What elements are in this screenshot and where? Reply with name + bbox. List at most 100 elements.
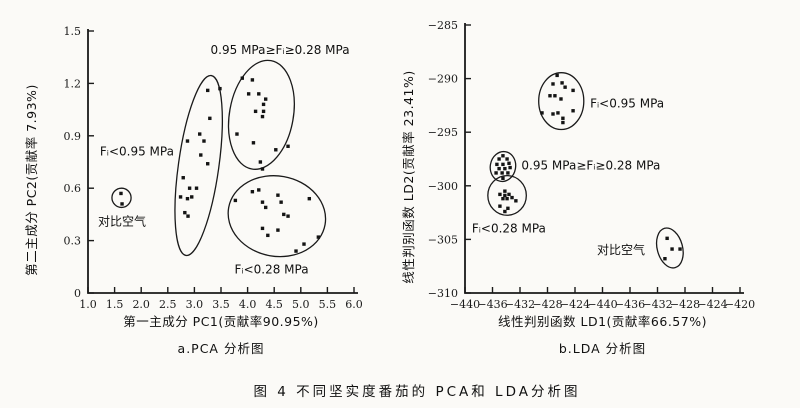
data-point xyxy=(250,78,255,82)
data-point xyxy=(202,139,206,143)
data-point xyxy=(501,162,505,167)
x-tick-label: −420 xyxy=(725,298,755,311)
data-point xyxy=(246,92,251,96)
data-point xyxy=(505,196,509,201)
cluster-ellipse-firmness-mid-range xyxy=(227,59,295,170)
data-point xyxy=(561,116,565,120)
data-point xyxy=(559,97,563,101)
data-point xyxy=(185,196,190,201)
data-point xyxy=(206,88,210,93)
data-point xyxy=(571,109,575,113)
cluster-ellipse-firmness-lt-0.28MPa xyxy=(487,174,527,216)
data-point xyxy=(510,195,514,200)
x-tick-label: 1.5 xyxy=(106,298,124,311)
y-tick-label: 0.9 xyxy=(64,130,82,143)
data-point xyxy=(260,167,265,171)
data-point xyxy=(503,189,507,193)
y-tick-label: 1.5 xyxy=(64,25,82,38)
data-point xyxy=(276,228,280,232)
data-point xyxy=(240,76,244,80)
data-point xyxy=(286,144,290,148)
data-point xyxy=(198,132,202,136)
data-point xyxy=(678,247,682,251)
cluster-ellipse-firmness-lt-0.95MPa xyxy=(538,72,585,131)
data-point xyxy=(186,214,190,218)
data-point xyxy=(501,176,505,180)
data-point xyxy=(266,233,270,238)
data-point xyxy=(178,195,183,199)
data-point xyxy=(497,166,501,171)
data-point xyxy=(503,166,507,171)
x-tick-label: 5.0 xyxy=(292,298,310,311)
figure-caption: 图 4 不同坚实度番茄的 PCA和 LDA分析图 xyxy=(253,384,581,400)
data-point xyxy=(218,86,222,91)
axes-spine xyxy=(87,29,358,294)
data-point xyxy=(514,199,518,203)
x-tick-label: 1.0 xyxy=(79,298,97,311)
data-point xyxy=(555,73,559,78)
data-point xyxy=(495,162,499,167)
data-point xyxy=(556,111,560,115)
data-point xyxy=(507,192,511,197)
x-tick-label: −440 xyxy=(587,298,617,311)
x-tick-label: −424 xyxy=(560,298,590,311)
plots-canvas: 0 0.3 0.6 0.9 1.2 1.5 1.0 1.5 2.0 2.5 3.0 3.5 4.0 4.5… xyxy=(24,19,755,356)
data-point xyxy=(263,205,268,210)
y-tick-label: 1.2 xyxy=(64,77,82,90)
data-point xyxy=(508,165,512,170)
data-point xyxy=(253,109,258,114)
data-point xyxy=(663,256,667,261)
x-tick-label: 6.0 xyxy=(345,298,363,311)
data-point xyxy=(307,196,312,201)
data-point xyxy=(261,109,266,114)
data-point xyxy=(494,171,498,175)
data-point xyxy=(276,193,280,197)
data-point xyxy=(286,214,290,218)
x-tick-label: 4.5 xyxy=(265,298,283,311)
data-point xyxy=(235,132,239,136)
data-point xyxy=(551,112,555,116)
data-point xyxy=(503,209,507,214)
data-point xyxy=(263,97,268,101)
data-point xyxy=(506,171,510,175)
data-point xyxy=(120,202,124,206)
x-tick-label: 3.5 xyxy=(212,298,230,311)
x-tick-label: −436 xyxy=(477,298,507,311)
data-point xyxy=(551,82,555,86)
data-point xyxy=(199,153,203,157)
x-tick-label: 5.5 xyxy=(319,298,337,311)
cluster-label-compare-air: 对比空气 xyxy=(597,242,645,257)
cluster-label-firmness-mid-range: 0.95 MPa≥Fᵢ≥0.28 MPa xyxy=(521,158,660,172)
x-tick-label: −428 xyxy=(670,298,700,311)
x-tick-label: −436 xyxy=(615,298,645,311)
data-point xyxy=(500,171,504,175)
data-point xyxy=(250,189,255,194)
data-point xyxy=(498,204,502,208)
data-point xyxy=(503,193,507,198)
data-point xyxy=(279,200,283,204)
data-point xyxy=(665,236,669,241)
x-tick-label: −424 xyxy=(697,298,727,311)
data-point xyxy=(181,176,185,180)
data-point xyxy=(501,154,505,158)
data-point xyxy=(119,191,123,196)
x-tick-label: −432 xyxy=(642,298,672,311)
cluster-ellipse-firmness-lt-0.28MPa xyxy=(227,175,327,258)
data-point xyxy=(670,247,674,251)
cluster-label-firmness-lt-0.28MPa: Fᵢ<0.28 MPa xyxy=(472,222,546,236)
data-point xyxy=(260,114,265,119)
data-point xyxy=(561,120,565,125)
x-tick-label: 3.0 xyxy=(186,298,204,311)
data-point xyxy=(194,186,199,190)
data-point xyxy=(260,226,265,231)
y-axis-title: 第二主成分 PC2(贡献率 7.93%) xyxy=(24,84,39,276)
y-tick-label: −310 xyxy=(428,287,458,300)
y-tick-label: −300 xyxy=(428,180,458,193)
y-tick-label: 0.6 xyxy=(64,182,82,195)
cluster-label-compare-air: 对比空气 xyxy=(98,213,146,228)
x-tick-label: 2.0 xyxy=(132,298,150,311)
data-point xyxy=(498,192,502,197)
y-tick-label: −285 xyxy=(428,19,458,32)
data-point xyxy=(506,206,510,211)
